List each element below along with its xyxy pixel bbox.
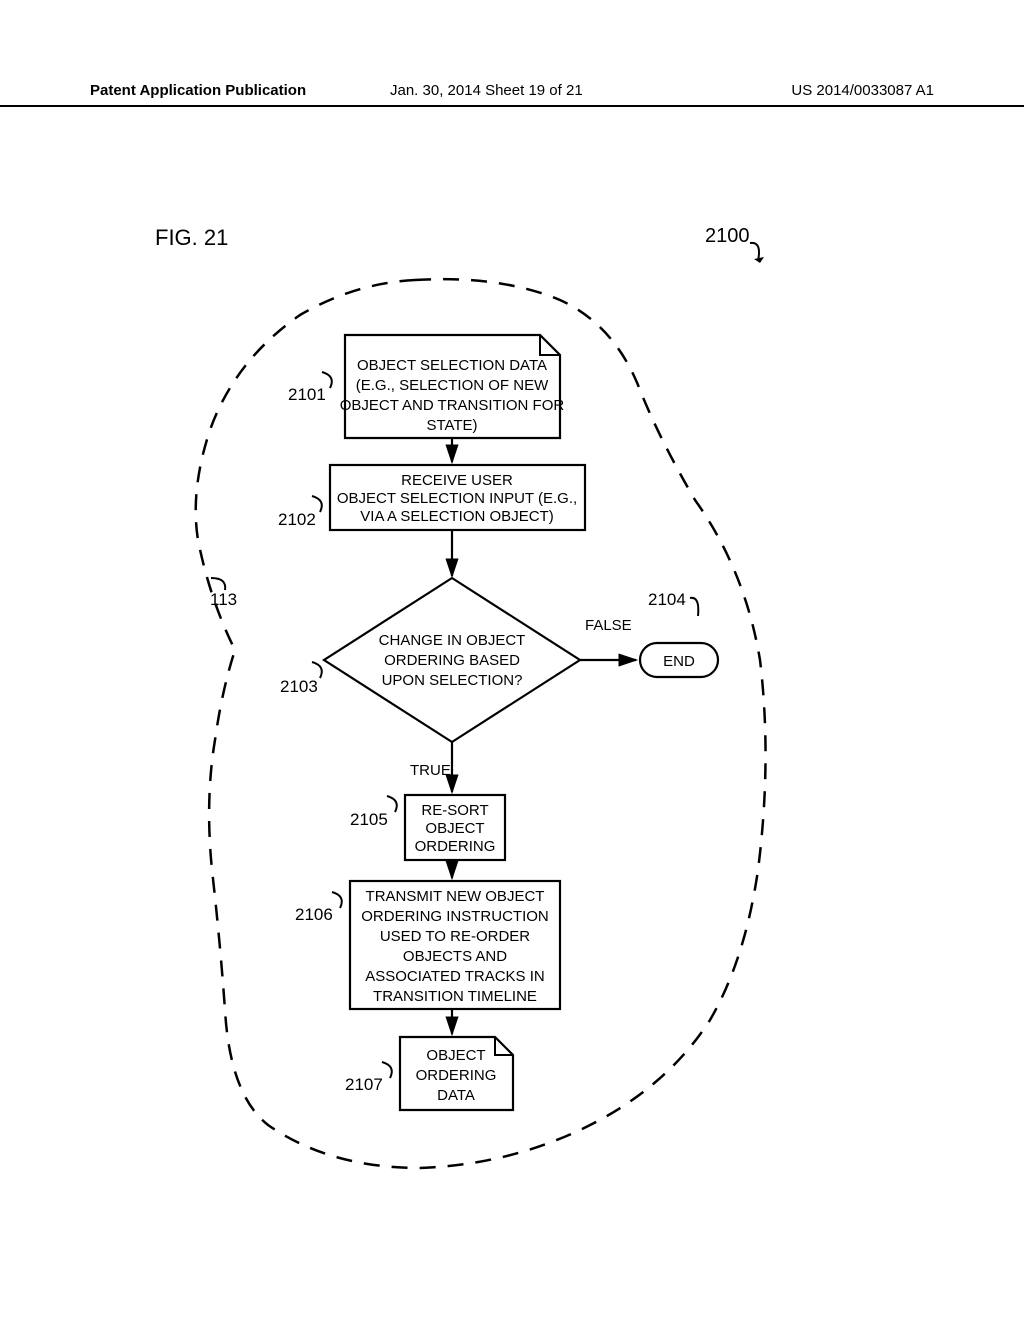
b2103-l1: CHANGE IN OBJECT: [379, 632, 526, 649]
block-2105: RE-SORT OBJECT ORDERING: [405, 795, 505, 860]
b2106-l2: ORDERING INSTRUCTION: [361, 908, 549, 925]
ref-2107: 2107: [345, 1075, 383, 1094]
label-false: FALSE: [585, 617, 632, 634]
ref-2105-lead: [387, 796, 397, 812]
ref-2101: 2101: [288, 385, 326, 404]
ref-113-lead: [211, 578, 225, 590]
b2106-l6: TRANSITION TIMELINE: [373, 988, 537, 1005]
ref-2105: 2105: [350, 810, 388, 829]
b2104: END: [663, 653, 695, 670]
b2102-l2: OBJECT SELECTION INPUT (E.G.,: [337, 490, 577, 507]
ref-2102: 2102: [278, 510, 316, 529]
block-2106: TRANSMIT NEW OBJECT ORDERING INSTRUCTION…: [350, 881, 560, 1009]
b2102-l3: VIA A SELECTION OBJECT): [360, 508, 553, 525]
block-2104: END: [640, 643, 718, 677]
b2103-l3: UPON SELECTION?: [382, 672, 523, 689]
b2107-l3: DATA: [437, 1087, 475, 1104]
b2105-l1: RE-SORT: [421, 802, 488, 819]
label-true: TRUE: [410, 762, 451, 779]
ref-2104: 2104: [648, 590, 686, 609]
b2101-l2: (E.G., SELECTION OF NEW: [356, 377, 549, 394]
page: Patent Application Publication Jan. 30, …: [0, 0, 1024, 1320]
b2106-l1: TRANSMIT NEW OBJECT: [366, 888, 545, 905]
b2107-l1: OBJECT: [426, 1047, 485, 1064]
block-2102: RECEIVE USER OBJECT SELECTION INPUT (E.G…: [330, 465, 585, 530]
block-2101: OBJECT SELECTION DATA (E.G., SELECTION O…: [340, 335, 565, 438]
ref-2106-lead: [332, 892, 342, 908]
b2106-l3: USED TO RE-ORDER: [380, 928, 530, 945]
block-2103: CHANGE IN OBJECT ORDERING BASED UPON SEL…: [324, 578, 580, 742]
b2105-l3: ORDERING: [415, 838, 496, 855]
b2106-l5: ASSOCIATED TRACKS IN: [365, 968, 544, 985]
b2105-l2: OBJECT: [425, 820, 484, 837]
b2101-l3: OBJECT AND TRANSITION FOR: [340, 397, 565, 414]
block-2107: OBJECT ORDERING DATA: [400, 1037, 513, 1110]
ref-2104-lead: [690, 598, 698, 616]
b2102-l1: RECEIVE USER: [401, 472, 513, 489]
ref-2103-lead: [312, 662, 322, 678]
b2106-l4: OBJECTS AND: [403, 948, 507, 965]
flowchart-svg: 113 OBJECT SELECTION DATA (E.G., SELECTI…: [0, 0, 1024, 1320]
b2103-l2: ORDERING BASED: [384, 652, 520, 669]
ref-113: 113: [210, 590, 237, 609]
ref-2103: 2103: [280, 677, 318, 696]
b2101-l4: STATE): [426, 417, 477, 434]
ref-2106: 2106: [295, 905, 333, 924]
b2101-l1: OBJECT SELECTION DATA: [357, 357, 547, 374]
b2107-l2: ORDERING: [416, 1067, 497, 1084]
ref-2107-lead: [382, 1062, 392, 1078]
